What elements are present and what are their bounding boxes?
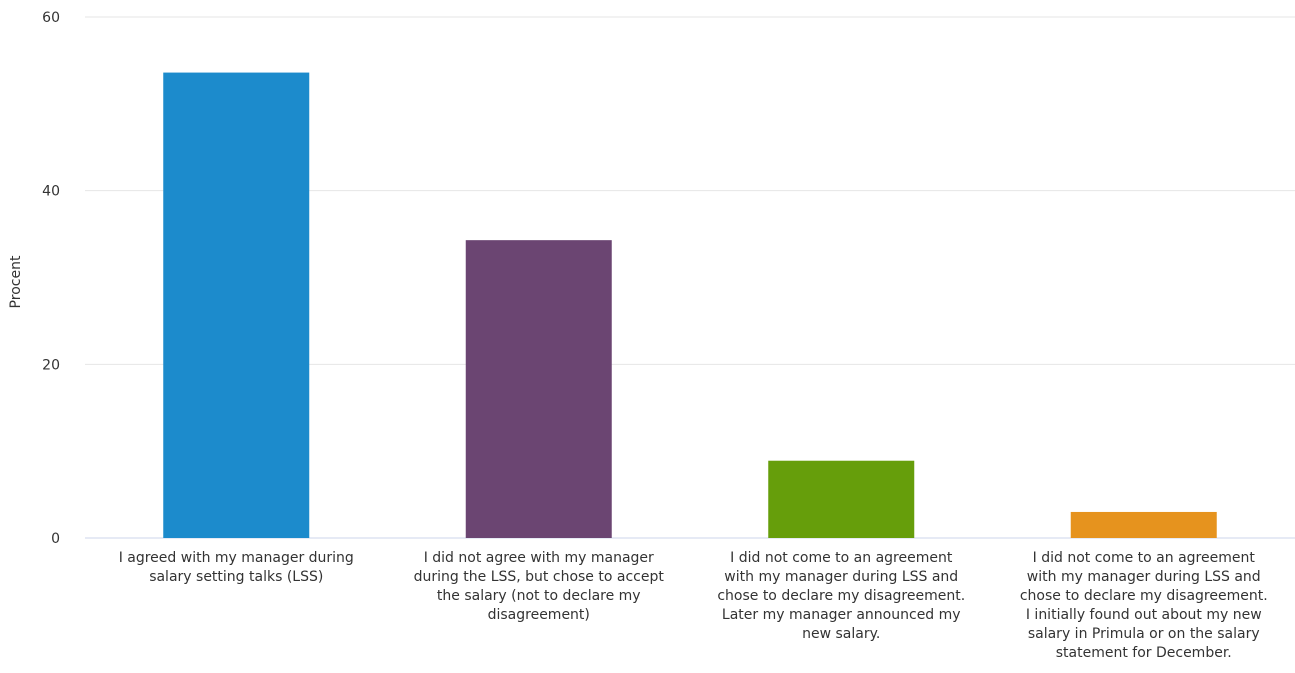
- y-tick-label: 0: [51, 531, 60, 547]
- x-category-label-line: chose to declare my disagreement.: [1020, 588, 1268, 604]
- x-category-label: I did not come to an agreement with my ma…: [1020, 550, 1268, 661]
- x-category-label-line: with my manager during LSS and: [1027, 569, 1261, 585]
- x-category-label-line: I did not come to an agreement: [1033, 550, 1256, 566]
- x-category-label-line: salary setting talks (LSS): [149, 569, 323, 585]
- y-axis-title: Procent: [8, 255, 24, 308]
- x-category-label-line: I did not agree with my manager: [424, 550, 654, 566]
- x-category-label-line: disagreement): [488, 607, 590, 623]
- x-axis-labels: I agreed with my manager during salary se…: [119, 550, 1268, 661]
- x-category-label-line: I agreed with my manager during: [119, 550, 354, 566]
- x-category-label-line: during the LSS, but chose to accept: [414, 569, 665, 585]
- y-tick-label: 20: [42, 357, 60, 373]
- y-axis-ticks: 0 20 40 60: [42, 10, 60, 547]
- bar[interactable]: [1070, 511, 1217, 538]
- x-category-label-line: with my manager during LSS and: [724, 569, 958, 585]
- y-tick-label: 60: [42, 10, 60, 26]
- x-category-label-line: I initially found out about my new: [1026, 607, 1262, 623]
- x-category-label-line: salary in Primula or on the salary: [1028, 626, 1260, 642]
- x-category-label-line: the salary (not to declare my: [437, 588, 641, 604]
- x-category-label-line: chose to declare my disagreement.: [717, 588, 965, 604]
- y-tick-label: 40: [42, 184, 60, 200]
- bar[interactable]: [163, 72, 310, 538]
- x-category-label-line: Later my manager announced my: [722, 607, 961, 623]
- bar[interactable]: [465, 240, 612, 538]
- x-category-label-line: statement for December.: [1056, 645, 1232, 661]
- x-category-label: I agreed with my manager during salary se…: [119, 550, 354, 585]
- x-category-label: I did not agree with my manager during th…: [414, 550, 665, 623]
- bar[interactable]: [768, 460, 915, 538]
- bars: [163, 72, 1217, 538]
- x-category-label-line: new salary.: [802, 626, 880, 642]
- x-category-label-line: I did not come to an agreement: [730, 550, 953, 566]
- x-category-label: I did not come to an agreement with my ma…: [717, 550, 965, 642]
